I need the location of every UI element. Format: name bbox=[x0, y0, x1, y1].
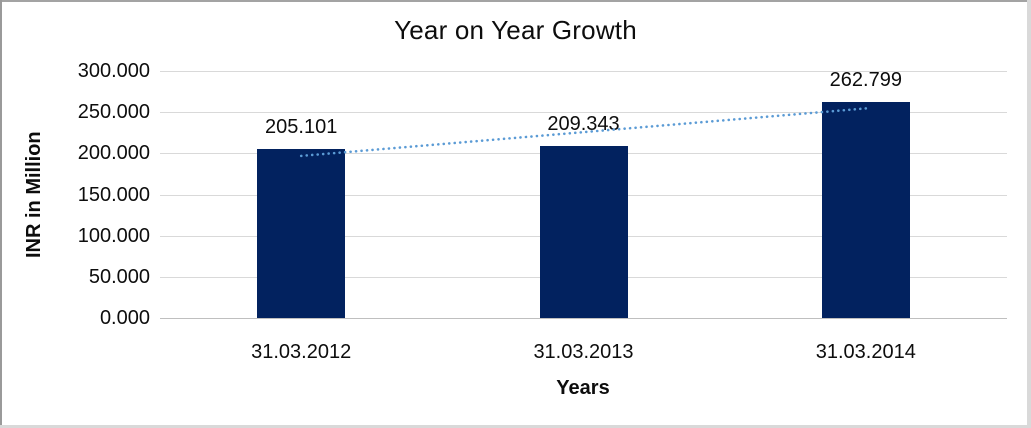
y-tick-label: 300.000 bbox=[77, 60, 150, 82]
y-tick-label: 150.000 bbox=[77, 183, 150, 206]
x-axis-line bbox=[160, 318, 1007, 319]
y-tick-label: 100.000 bbox=[77, 224, 150, 247]
frame-border-top bbox=[0, 0, 1031, 2]
bar bbox=[821, 101, 910, 318]
bar bbox=[539, 145, 628, 318]
gridline bbox=[160, 71, 1007, 72]
bar bbox=[257, 149, 346, 318]
x-tick-label: 31.03.2012 bbox=[251, 341, 352, 363]
bar-value-label: 205.101 bbox=[265, 116, 338, 139]
chart-title: Year on Year Growth bbox=[394, 15, 637, 45]
frame-border-left bbox=[0, 0, 2, 428]
y-tick-label: 50.000 bbox=[88, 265, 150, 288]
y-tick-label: 250.000 bbox=[77, 101, 150, 124]
x-tick-label: 31.03.2014 bbox=[815, 341, 916, 363]
frame-border-right bbox=[1027, 0, 1031, 428]
y-tick-label: 200.000 bbox=[77, 142, 150, 165]
bar-value-label: 209.343 bbox=[547, 112, 620, 135]
y-tick-label: 0.000 bbox=[99, 307, 150, 329]
x-tick-label: 31.03.2013 bbox=[533, 341, 634, 363]
x-axis-title: Years bbox=[556, 377, 610, 399]
frame-border-bottom bbox=[0, 425, 1031, 428]
bar-value-label: 262.799 bbox=[829, 68, 902, 91]
